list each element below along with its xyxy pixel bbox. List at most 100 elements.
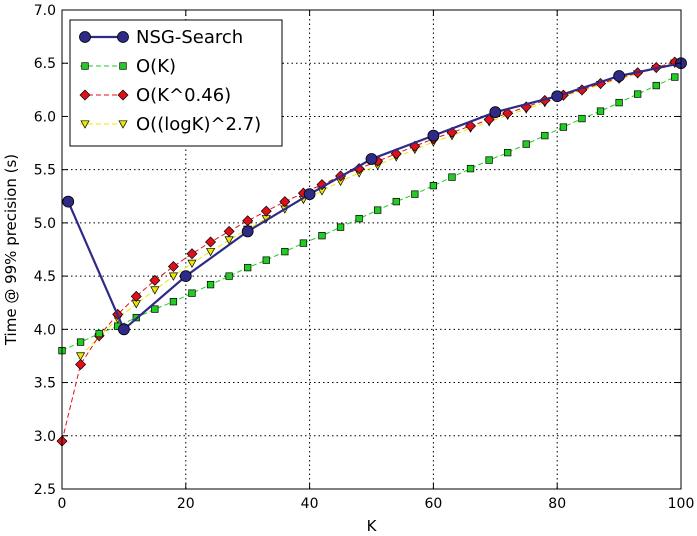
- data-point-o-k: [76, 338, 85, 346]
- data-point-o-k: [151, 305, 159, 313]
- legend-item-o-k-0-46: O(K^0.46): [79, 85, 231, 106]
- legend-marker-o-k-0-46: [79, 89, 91, 101]
- series-o-k: [58, 73, 679, 355]
- legend-item-nsg-search: NSG-Search: [79, 27, 243, 48]
- data-point-o-logk-2-7: [75, 352, 86, 361]
- data-point-o-k: [541, 131, 549, 140]
- data-point-o-logk-2-7: [205, 248, 216, 257]
- data-point-nsg-search: [62, 195, 75, 208]
- legend-label-o-k: O(K): [136, 56, 176, 77]
- y-tick-label: 6.0: [34, 109, 56, 125]
- legend-marker-o-k-0-46: [117, 89, 129, 101]
- data-point-o-k-0-46: [205, 236, 217, 248]
- legend-label-nsg-search: NSG-Search: [136, 27, 243, 48]
- data-point-o-k-0-46: [130, 290, 142, 302]
- legend-label-o-k-0-46: O(K^0.46): [136, 85, 231, 106]
- data-point-o-k-0-46: [483, 114, 495, 126]
- data-point-o-logk-2-7: [187, 259, 197, 269]
- y-tick-label: 7.0: [34, 3, 56, 19]
- data-point-o-k: [281, 247, 289, 256]
- data-point-o-k: [485, 156, 493, 164]
- y-tick-label: 4.0: [34, 322, 56, 338]
- x-tick-label: 20: [177, 496, 195, 512]
- legend-marker-o-k: [81, 62, 89, 70]
- y-tick-label: 2.5: [34, 482, 56, 498]
- data-point-o-k: [392, 197, 400, 206]
- x-tick-label: 40: [301, 496, 319, 512]
- data-point-o-k: [429, 181, 438, 190]
- data-point-o-k: [652, 81, 660, 90]
- data-point-o-k-0-46: [75, 358, 87, 370]
- data-point-o-k: [411, 190, 419, 198]
- legend-item-o-k: O(K): [80, 56, 176, 77]
- legend-marker-o-k: [119, 62, 127, 70]
- data-point-nsg-search: [241, 225, 254, 238]
- legend-item-o-logk-2-7: O((logK)^2.7): [80, 114, 261, 135]
- data-point-o-k: [466, 164, 475, 173]
- data-point-o-k: [244, 263, 252, 272]
- data-point-o-k: [522, 140, 530, 148]
- data-point-o-k-0-46: [186, 248, 198, 260]
- data-point-o-k: [206, 280, 215, 289]
- data-point-nsg-search: [427, 129, 440, 142]
- data-point-o-k: [299, 239, 308, 247]
- data-point-o-k: [336, 223, 345, 231]
- data-point-o-k: [188, 289, 196, 297]
- data-point-o-k: [504, 148, 512, 157]
- y-tick-label: 6.5: [34, 56, 56, 72]
- data-point-nsg-search: [179, 270, 192, 283]
- data-point-o-k: [262, 256, 270, 264]
- y-tick-label: 5.0: [34, 216, 56, 232]
- y-tick-label: 4.5: [34, 269, 56, 285]
- data-point-o-k: [615, 98, 623, 107]
- plot-frame: [61, 9, 682, 490]
- data-point-nsg-search: [118, 323, 130, 336]
- data-point-o-k-0-46: [149, 274, 161, 286]
- x-tick-label: 0: [58, 496, 67, 512]
- legend-label-o-logk-2-7: O((logK)^2.7): [136, 114, 261, 135]
- data-point-o-k: [671, 73, 679, 81]
- data-point-o-k-0-46: [223, 225, 235, 237]
- data-point-o-k: [225, 272, 233, 280]
- data-point-o-k: [355, 214, 363, 223]
- data-point-o-k: [596, 107, 605, 115]
- x-axis-label: K: [367, 517, 378, 535]
- ticks: 0 20 40 60 80 100 2.5 3.0 3.5 4.0 4.5 5.0 5.5 6.0 6.5 7…: [34, 3, 695, 512]
- legend-marker-o-logk-2-7: [80, 120, 90, 129]
- legend-marker-o-logk-2-7: [118, 120, 128, 129]
- legend: NSG-Search O(K) O(K^0.46) O((logK)^2.7): [69, 19, 283, 147]
- grid: [62, 10, 681, 489]
- y-axis-label: Time @ 99% precision (s): [2, 154, 20, 346]
- x-tick-label: 60: [424, 496, 442, 512]
- data-point-o-k: [95, 329, 103, 338]
- data-point-nsg-search: [365, 153, 378, 165]
- data-point-o-k: [634, 90, 642, 98]
- data-point-o-k-0-46: [260, 205, 272, 217]
- data-point-o-logk-2-7: [150, 286, 160, 295]
- data-point-o-k: [448, 173, 456, 181]
- legend-marker-nsg-search: [79, 31, 91, 43]
- y-tick-label: 3.5: [34, 376, 56, 392]
- data-point-o-logk-2-7: [168, 272, 179, 281]
- data-point-o-k-0-46: [316, 179, 328, 191]
- x-tick-label: 100: [668, 496, 695, 512]
- data-point-o-k: [559, 123, 568, 131]
- data-point-o-k: [374, 206, 382, 214]
- data-point-nsg-search: [303, 188, 316, 201]
- series-line-o-k-0-46: [61, 61, 675, 442]
- data-point-o-k: [318, 232, 326, 240]
- data-point-o-k-0-46: [167, 261, 179, 273]
- y-tick-label: 3.0: [34, 429, 56, 445]
- y-tick-label: 5.5: [34, 163, 56, 179]
- data-point-o-k: [169, 298, 178, 306]
- data-point-nsg-search: [551, 90, 564, 103]
- x-tick-label: 80: [548, 496, 566, 512]
- legend-marker-nsg-search: [117, 31, 129, 43]
- data-point-o-k: [578, 114, 586, 123]
- data-point-nsg-search: [613, 70, 625, 82]
- data-point-o-k-0-46: [279, 196, 291, 208]
- data-point-nsg-search: [489, 106, 502, 119]
- legend-box: [69, 19, 283, 147]
